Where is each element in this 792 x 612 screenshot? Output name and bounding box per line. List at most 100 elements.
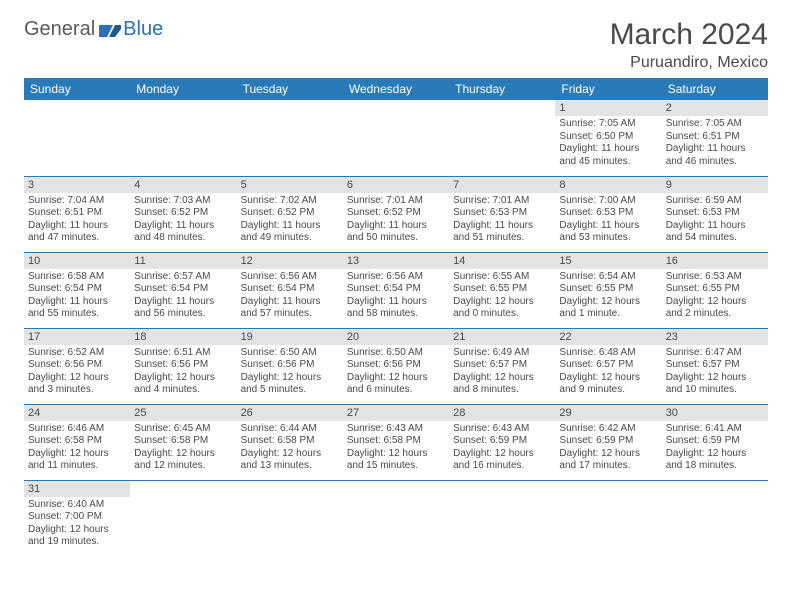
weekday-header: Monday xyxy=(130,78,236,100)
day-number: 25 xyxy=(130,405,236,421)
day-number: 27 xyxy=(343,405,449,421)
day-details: Sunrise: 7:01 AMSunset: 6:53 PMDaylight:… xyxy=(449,193,555,249)
day-sunset: Sunset: 7:00 PM xyxy=(28,511,126,524)
day-sunset: Sunset: 6:55 PM xyxy=(453,283,551,296)
day-sunrise: Sunrise: 6:40 AM xyxy=(28,499,126,512)
day-daylight: Daylight: 12 hours and 3 minutes. xyxy=(28,372,126,397)
day-daylight: Daylight: 12 hours and 0 minutes. xyxy=(453,296,551,321)
day-number: 14 xyxy=(449,253,555,269)
day-details: Sunrise: 6:56 AMSunset: 6:54 PMDaylight:… xyxy=(343,269,449,325)
day-daylight: Daylight: 12 hours and 1 minute. xyxy=(559,296,657,321)
day-details: Sunrise: 6:56 AMSunset: 6:54 PMDaylight:… xyxy=(237,269,343,325)
day-daylight: Daylight: 12 hours and 8 minutes. xyxy=(453,372,551,397)
day-sunset: Sunset: 6:53 PM xyxy=(453,207,551,220)
calendar-day: 16Sunrise: 6:53 AMSunset: 6:55 PMDayligh… xyxy=(662,252,768,328)
calendar-empty xyxy=(343,100,449,176)
day-sunrise: Sunrise: 7:05 AM xyxy=(559,118,657,131)
day-sunrise: Sunrise: 7:01 AM xyxy=(453,195,551,208)
day-daylight: Daylight: 12 hours and 16 minutes. xyxy=(453,448,551,473)
day-details: Sunrise: 6:51 AMSunset: 6:56 PMDaylight:… xyxy=(130,345,236,401)
day-sunset: Sunset: 6:55 PM xyxy=(559,283,657,296)
day-number: 30 xyxy=(662,405,768,421)
day-daylight: Daylight: 12 hours and 19 minutes. xyxy=(28,524,126,549)
day-sunrise: Sunrise: 6:53 AM xyxy=(666,271,764,284)
calendar-day: 9Sunrise: 6:59 AMSunset: 6:53 PMDaylight… xyxy=(662,176,768,252)
day-number: 12 xyxy=(237,253,343,269)
calendar-week: 24Sunrise: 6:46 AMSunset: 6:58 PMDayligh… xyxy=(24,404,768,480)
day-sunset: Sunset: 6:55 PM xyxy=(666,283,764,296)
calendar-day: 26Sunrise: 6:44 AMSunset: 6:58 PMDayligh… xyxy=(237,404,343,480)
location: Puruandiro, Mexico xyxy=(610,54,768,72)
day-sunset: Sunset: 6:57 PM xyxy=(559,359,657,372)
day-sunset: Sunset: 6:50 PM xyxy=(559,131,657,144)
day-sunset: Sunset: 6:58 PM xyxy=(347,435,445,448)
day-sunset: Sunset: 6:52 PM xyxy=(347,207,445,220)
day-daylight: Daylight: 11 hours and 48 minutes. xyxy=(134,220,232,245)
day-daylight: Daylight: 12 hours and 15 minutes. xyxy=(347,448,445,473)
calendar-week: 17Sunrise: 6:52 AMSunset: 6:56 PMDayligh… xyxy=(24,328,768,404)
calendar-day: 27 Sunrise: 6:43 AMSunset: 6:58 PMDayligh… xyxy=(343,404,449,480)
day-daylight: Daylight: 12 hours and 10 minutes. xyxy=(666,372,764,397)
logo: General Blue xyxy=(24,18,163,41)
day-number: 17 xyxy=(24,329,130,345)
day-details: Sunrise: 7:05 AMSunset: 6:51 PMDaylight:… xyxy=(662,116,768,172)
day-daylight: Daylight: 12 hours and 4 minutes. xyxy=(134,372,232,397)
day-number: 18 xyxy=(130,329,236,345)
day-details: Sunrise: 6:46 AMSunset: 6:58 PMDaylight:… xyxy=(24,421,130,477)
calendar-day: 24Sunrise: 6:46 AMSunset: 6:58 PMDayligh… xyxy=(24,404,130,480)
day-details: Sunrise: 7:02 AMSunset: 6:52 PMDaylight:… xyxy=(237,193,343,249)
calendar-day: 31 Sunrise: 6:40 AMSunset: 7:00 PMDayligh… xyxy=(24,480,130,556)
day-sunrise: Sunrise: 6:55 AM xyxy=(453,271,551,284)
day-sunrise: Sunrise: 6:47 AM xyxy=(666,347,764,360)
day-sunset: Sunset: 6:57 PM xyxy=(453,359,551,372)
day-sunset: Sunset: 6:59 PM xyxy=(666,435,764,448)
calendar-empty xyxy=(130,480,236,556)
day-sunrise: Sunrise: 6:42 AM xyxy=(559,423,657,436)
calendar-empty xyxy=(237,100,343,176)
day-daylight: Daylight: 11 hours and 54 minutes. xyxy=(666,220,764,245)
day-daylight: Daylight: 11 hours and 49 minutes. xyxy=(241,220,339,245)
day-number: 15 xyxy=(555,253,661,269)
day-details: Sunrise: 6:50 AMSunset: 6:56 PMDaylight:… xyxy=(343,345,449,401)
calendar-empty xyxy=(555,480,661,556)
day-sunset: Sunset: 6:58 PM xyxy=(241,435,339,448)
day-sunrise: Sunrise: 6:43 AM xyxy=(347,423,445,436)
day-sunrise: Sunrise: 6:48 AM xyxy=(559,347,657,360)
day-daylight: Daylight: 12 hours and 13 minutes. xyxy=(241,448,339,473)
calendar-day: 23Sunrise: 6:47 AMSunset: 6:57 PMDayligh… xyxy=(662,328,768,404)
day-sunset: Sunset: 6:54 PM xyxy=(241,283,339,296)
day-number: 9 xyxy=(662,177,768,193)
day-sunset: Sunset: 6:56 PM xyxy=(241,359,339,372)
day-daylight: Daylight: 11 hours and 57 minutes. xyxy=(241,296,339,321)
day-daylight: Daylight: 11 hours and 46 minutes. xyxy=(666,143,764,168)
calendar-empty xyxy=(237,480,343,556)
day-sunrise: Sunrise: 7:02 AM xyxy=(241,195,339,208)
calendar-day: 6Sunrise: 7:01 AMSunset: 6:52 PMDaylight… xyxy=(343,176,449,252)
calendar-day: 22 Sunrise: 6:48 AMSunset: 6:57 PMDayligh… xyxy=(555,328,661,404)
day-details: Sunrise: 6:41 AMSunset: 6:59 PMDaylight:… xyxy=(662,421,768,477)
day-daylight: Daylight: 12 hours and 9 minutes. xyxy=(559,372,657,397)
day-sunset: Sunset: 6:56 PM xyxy=(347,359,445,372)
day-details: Sunrise: 6:53 AMSunset: 6:55 PMDaylight:… xyxy=(662,269,768,325)
day-sunrise: Sunrise: 6:52 AM xyxy=(28,347,126,360)
calendar-day: 11Sunrise: 6:57 AMSunset: 6:54 PMDayligh… xyxy=(130,252,236,328)
day-number: 22 xyxy=(555,329,661,345)
day-daylight: Daylight: 11 hours and 55 minutes. xyxy=(28,296,126,321)
day-sunrise: Sunrise: 7:04 AM xyxy=(28,195,126,208)
day-number: 2 xyxy=(662,100,768,116)
calendar-day: 2Sunrise: 7:05 AMSunset: 6:51 PMDaylight… xyxy=(662,100,768,176)
day-sunrise: Sunrise: 6:56 AM xyxy=(241,271,339,284)
day-details: Sunrise: 6:43 AMSunset: 6:59 PMDaylight:… xyxy=(449,421,555,477)
calendar-day: 28Sunrise: 6:43 AMSunset: 6:59 PMDayligh… xyxy=(449,404,555,480)
day-number: 24 xyxy=(24,405,130,421)
calendar-week: 31 Sunrise: 6:40 AMSunset: 7:00 PMDayligh… xyxy=(24,480,768,556)
calendar-header: SundayMondayTuesdayWednesdayThursdayFrid… xyxy=(24,78,768,100)
calendar-empty xyxy=(449,480,555,556)
day-details: Sunrise: 6:52 AMSunset: 6:56 PMDaylight:… xyxy=(24,345,130,401)
day-number: 31 xyxy=(24,481,130,497)
day-details: Sunrise: 6:49 AMSunset: 6:57 PMDaylight:… xyxy=(449,345,555,401)
calendar-body: 1Sunrise: 7:05 AMSunset: 6:50 PMDaylight… xyxy=(24,100,768,556)
day-details: Sunrise: 6:42 AMSunset: 6:59 PMDaylight:… xyxy=(555,421,661,477)
day-details: Sunrise: 7:00 AMSunset: 6:53 PMDaylight:… xyxy=(555,193,661,249)
logo-text-blue: Blue xyxy=(123,18,163,41)
